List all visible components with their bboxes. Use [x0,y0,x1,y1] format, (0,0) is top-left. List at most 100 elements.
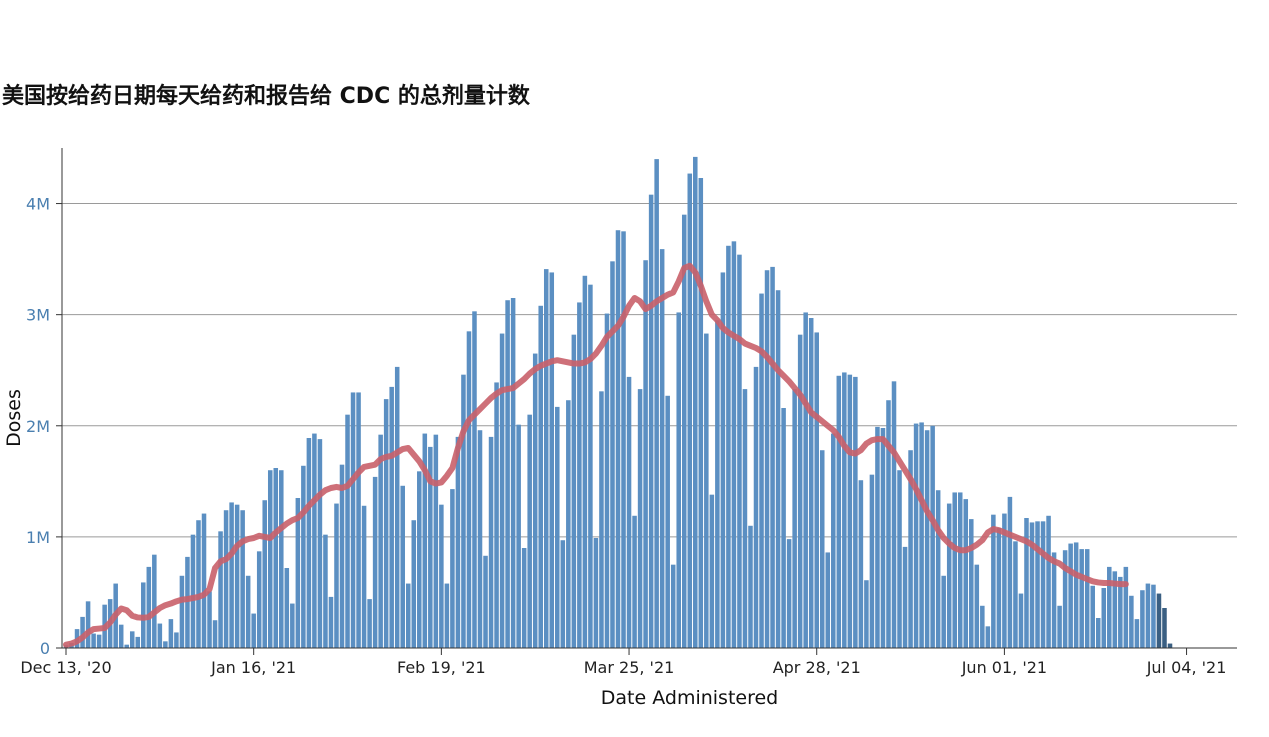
bar [582,275,588,648]
bar [477,430,483,648]
bar [135,636,141,648]
bar [952,492,957,648]
bar [378,434,383,648]
bar [389,386,394,648]
bar [284,568,290,648]
bar [483,555,488,648]
bar [1057,605,1062,648]
bar [428,446,433,648]
bar [549,272,555,648]
bar [279,470,284,648]
bar [157,623,163,648]
bar [797,334,803,648]
bar [1029,522,1035,648]
chart-title: 美国按给药日期每天给药和报告给 CDC 的总剂量计数 [2,84,530,109]
series-line-7-day-average [63,262,1129,648]
bar [295,498,301,648]
bar [251,613,256,648]
bar [505,300,510,648]
bar [875,426,880,648]
bar [781,408,786,648]
bar [444,583,450,648]
bar [924,430,930,648]
bar [461,374,466,648]
bar [356,392,361,648]
bars-group [63,156,1173,649]
bar [1156,593,1162,648]
bar [599,391,604,648]
bar [869,474,875,648]
bar [687,173,693,648]
bar [1040,521,1046,648]
bar [1151,584,1156,648]
bar [405,583,411,648]
bar [455,436,461,648]
y-tick-label: 4M [26,195,50,214]
bar [334,503,339,648]
bar [439,504,444,648]
bar [152,554,157,648]
bar [394,366,400,648]
bar [196,520,201,648]
bar [1112,571,1118,648]
bar [643,260,648,648]
bar [450,489,455,648]
bar [670,564,676,648]
bar [720,272,726,648]
bar [1101,588,1107,648]
bar [1145,583,1151,648]
x-axis-label: Date Administered [601,687,778,709]
bar [96,634,102,648]
bar [902,546,908,648]
bar [593,538,599,648]
bar [1024,518,1029,648]
bar [742,389,748,648]
bar [290,603,295,648]
bar [775,290,781,648]
x-tick-label: Jun 01, '21 [961,658,1047,677]
bar [163,641,168,648]
bar [637,389,643,648]
bar [223,510,229,648]
bar [168,619,174,648]
bar [207,591,212,648]
x-tick-label: Jul 04, '21 [1146,658,1227,677]
bar [256,551,262,648]
bar [610,261,615,648]
bar [1140,590,1145,648]
bar [864,580,869,648]
bar [1095,618,1101,648]
bar [996,528,1002,648]
bar [731,241,737,648]
bar [985,626,991,648]
bar [621,231,626,648]
bar [91,633,96,648]
bar [715,320,720,648]
bar [588,284,593,648]
bar [764,270,770,648]
bar [80,616,85,648]
bar [941,575,946,648]
bar [571,334,577,648]
bar [499,333,505,648]
bar [693,156,698,648]
bar [494,382,499,648]
y-axis-label: Doses [3,389,25,447]
y-tick-label: 3M [26,306,50,325]
bar [825,552,831,648]
bar [1046,515,1051,648]
bar [212,620,218,648]
bar [726,245,731,648]
bar [1134,619,1140,648]
bar [737,254,742,649]
bar [201,513,207,648]
bar [1162,608,1167,648]
bar [345,414,350,648]
bar [273,468,279,648]
bar [229,502,234,648]
bar [1079,549,1084,648]
bar [980,605,985,648]
bar [466,331,472,648]
bar [367,599,372,648]
bar [814,332,819,648]
